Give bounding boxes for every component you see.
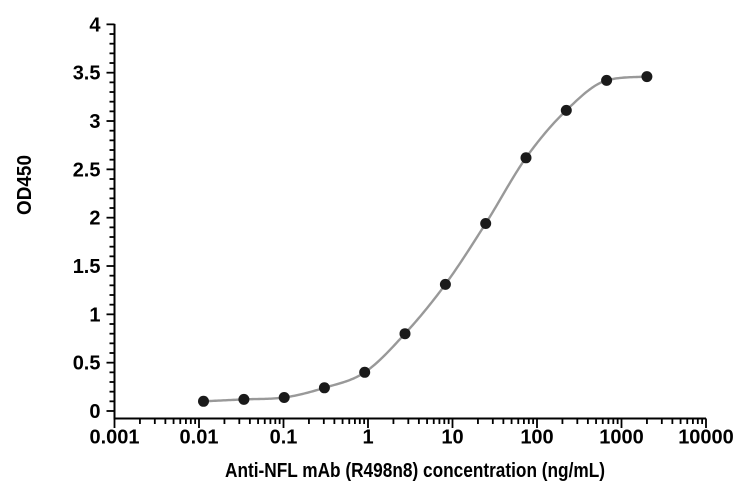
- data-point: [520, 152, 532, 164]
- data-point: [399, 328, 411, 340]
- data-point: [641, 71, 653, 83]
- x-axis-tick-label: 100: [520, 427, 553, 449]
- y-axis-tick-label: 2: [89, 208, 100, 230]
- y-axis-tick-label: 0: [89, 401, 100, 423]
- x-axis-tick-label: 10: [441, 427, 463, 449]
- y-axis-tick-label: 3: [89, 111, 100, 133]
- x-axis-tick-label: 10000: [678, 427, 734, 449]
- data-point: [278, 392, 290, 403]
- y-axis-tick-label: 3.5: [73, 63, 101, 85]
- x-axis-tick-label: 0.001: [89, 427, 139, 449]
- y-axis: 0 0.5 1 1.5 2 2.5 3 3.5 4: [73, 14, 116, 423]
- data-point: [238, 393, 250, 405]
- x-axis-tick-label: 1: [362, 427, 373, 449]
- data-point: [198, 395, 209, 407]
- data-point: [480, 218, 492, 229]
- x-axis-tick-label: 0.01: [180, 427, 219, 449]
- y-axis-title: OD450: [14, 155, 36, 215]
- data-points: [198, 71, 653, 407]
- fit-curve: [202, 75, 649, 403]
- x-axis-tick-label: 0.1: [270, 427, 298, 449]
- data-point: [439, 278, 451, 290]
- y-axis-tick-label: 2.5: [73, 159, 101, 181]
- data-point: [318, 382, 330, 394]
- y-axis-tick-label: 1.5: [73, 256, 101, 278]
- x-axis-title: Anti-NFL mAb (R498n8) concentration (ng/…: [225, 460, 605, 482]
- y-axis-tick-label: 0.5: [73, 353, 101, 375]
- x-axis: 0.001 0.01 0.1 1 10 100 1000 10000: [89, 417, 734, 449]
- y-axis-tick-label: 1: [89, 304, 100, 326]
- data-point: [560, 104, 572, 116]
- data-point: [359, 366, 371, 378]
- data-point: [601, 74, 613, 86]
- x-axis-tick-label: 1000: [599, 427, 644, 449]
- y-axis-tick-label: 4: [89, 14, 101, 36]
